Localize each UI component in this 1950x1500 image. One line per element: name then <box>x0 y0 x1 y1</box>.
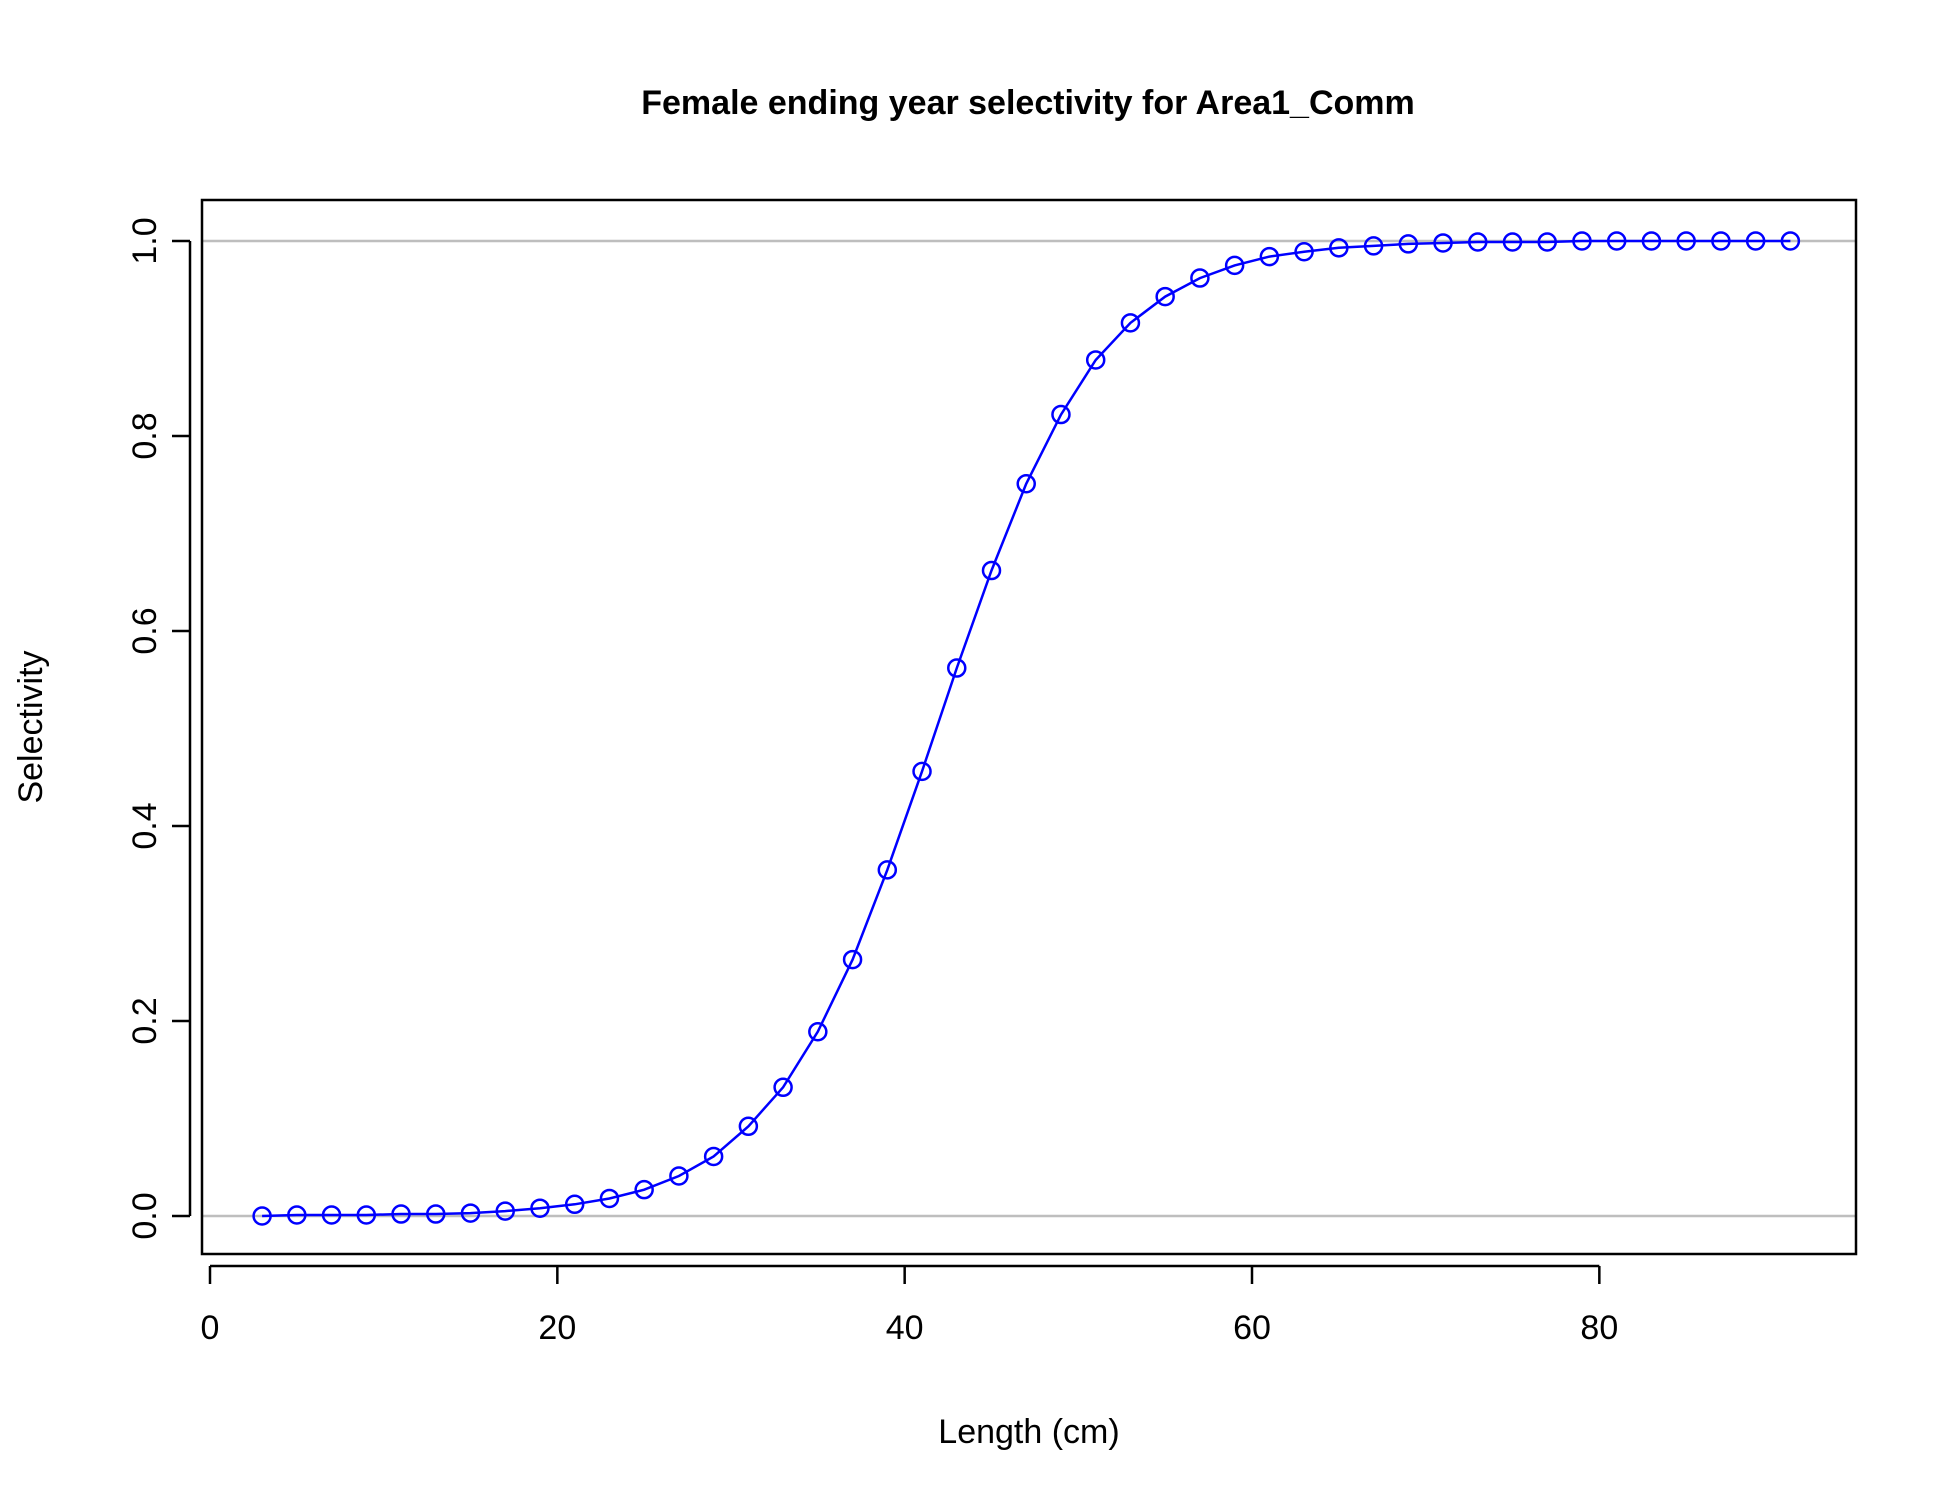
data-point <box>495 1201 515 1221</box>
data-point <box>912 761 932 782</box>
data-point <box>391 1204 411 1224</box>
x-tick-label-0: 0 <box>201 1309 220 1347</box>
x-axis-label: Length (cm) <box>938 1413 1119 1451</box>
data-point <box>1120 313 1141 333</box>
data-point <box>1572 231 1592 251</box>
data-point <box>738 1116 759 1137</box>
y-tick-label-5: 1.0 <box>126 217 164 264</box>
data-point <box>1537 232 1557 252</box>
data-point <box>1606 231 1627 251</box>
data-point <box>773 1077 793 1098</box>
data-point <box>321 1205 342 1225</box>
reference-lines <box>202 239 1856 1218</box>
data-point <box>1676 231 1696 251</box>
data-point <box>1363 236 1384 256</box>
y-tick-label-4: 0.8 <box>126 412 164 459</box>
data-point <box>634 1179 654 1200</box>
data-point <box>1641 231 1662 251</box>
data-point <box>1502 232 1523 252</box>
plot-border <box>200 198 1858 1256</box>
x-axis: 0 20 40 60 80 <box>201 1264 1618 1347</box>
data-point <box>1051 404 1071 425</box>
data-point <box>842 949 863 970</box>
plot-frame <box>200 198 1858 1256</box>
x-tick-label-1: 20 <box>538 1309 576 1347</box>
chart-title: Female ending year selectivity for Area1… <box>641 84 1415 122</box>
data-point <box>564 1194 585 1215</box>
data-point <box>703 1146 724 1167</box>
data-point <box>1711 231 1731 251</box>
y-tick-label-1: 0.2 <box>126 997 164 1044</box>
data-point <box>426 1204 446 1224</box>
data-point <box>287 1205 307 1225</box>
data-point <box>356 1205 377 1225</box>
data-point <box>1155 286 1175 307</box>
y-tick-label-3: 0.6 <box>126 607 164 654</box>
data-point <box>1780 231 1801 251</box>
data-point <box>877 860 898 880</box>
y-tick-label-0: 0.0 <box>126 1192 164 1239</box>
y-axis: 0.0 0.2 0.4 0.6 0.8 1.0 <box>126 217 192 1240</box>
data-point <box>599 1188 620 1209</box>
data-point <box>460 1203 481 1223</box>
data-point <box>1190 268 1210 288</box>
y-tick-label-2: 0.4 <box>126 802 164 849</box>
data-point <box>1398 234 1419 254</box>
series-line-0 <box>262 239 1791 1218</box>
data-point <box>1468 232 1488 252</box>
data-point <box>530 1198 550 1218</box>
data-point <box>1329 238 1349 258</box>
data-point <box>1433 233 1453 253</box>
x-tick-label-4: 80 <box>1580 1309 1618 1347</box>
data-series <box>252 231 1801 1226</box>
data-point <box>1224 255 1245 276</box>
data-point <box>1259 246 1280 267</box>
data-point <box>1294 241 1314 262</box>
x-tick-label-2: 40 <box>886 1309 924 1347</box>
data-point <box>669 1166 689 1186</box>
data-point <box>1085 350 1106 370</box>
data-point <box>947 658 967 678</box>
y-axis-label: Selectivity <box>12 650 50 803</box>
data-point <box>981 560 1002 581</box>
x-tick-label-3: 60 <box>1233 1309 1271 1347</box>
data-point <box>808 1021 828 1042</box>
data-point <box>252 1206 272 1226</box>
data-point <box>1016 474 1036 494</box>
data-point <box>1745 231 1766 251</box>
